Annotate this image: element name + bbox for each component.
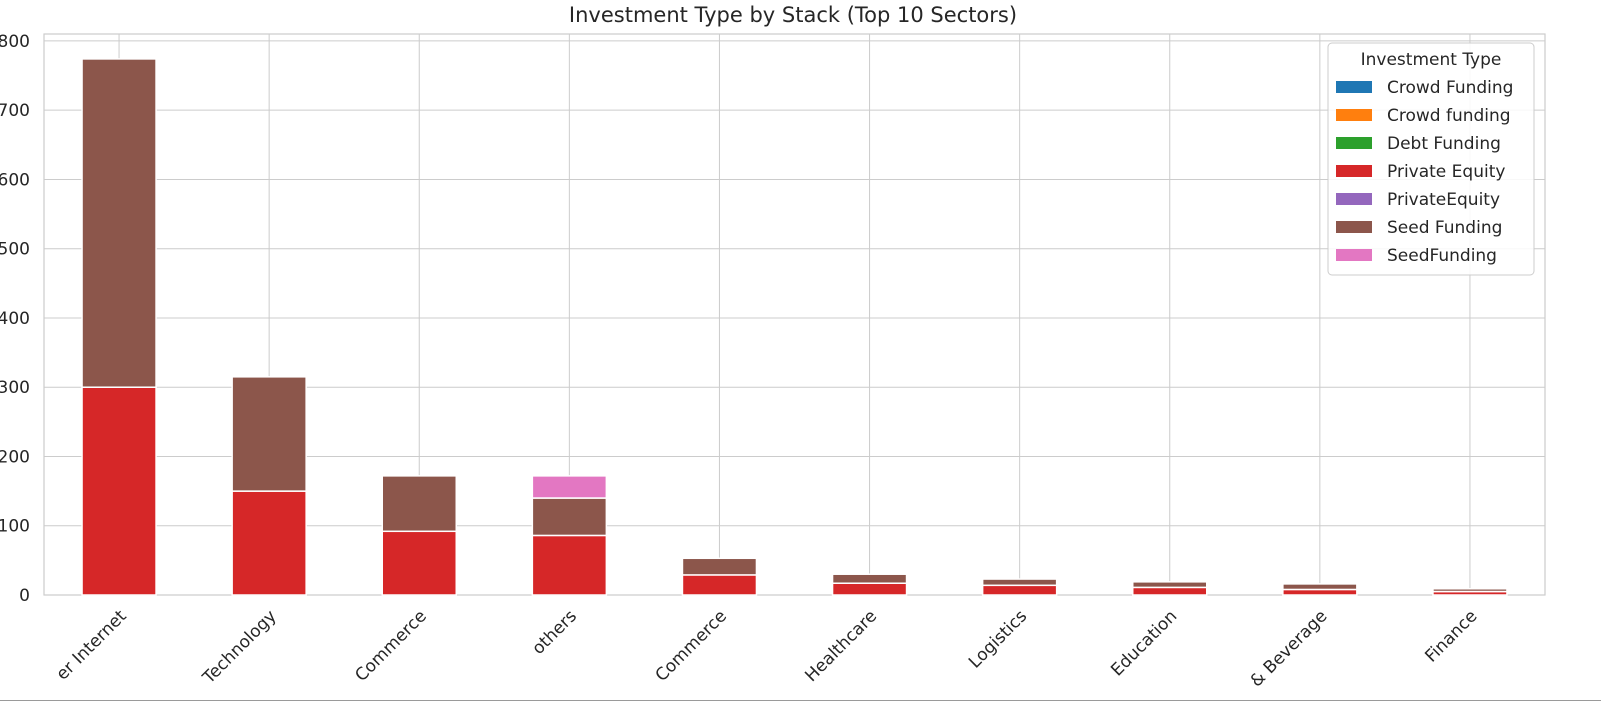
x-tick-label: & Beverage — [1247, 606, 1332, 691]
legend-swatch — [1336, 193, 1372, 205]
y-tick-label: 500 — [0, 240, 30, 260]
legend-entry-label: Crowd funding — [1387, 106, 1511, 126]
x-tick-label: others — [528, 606, 581, 659]
y-tick-label: 200 — [0, 447, 30, 467]
y-tick-label: 400 — [0, 309, 30, 329]
bar-segment — [81, 386, 157, 596]
x-tick-label: Commerce — [652, 606, 731, 685]
legend-entry-label: Crowd Funding — [1387, 78, 1513, 98]
legend-title: Investment Type — [1361, 50, 1502, 70]
x-tick-label: Finance — [1421, 606, 1481, 666]
y-tick-label: 300 — [0, 378, 30, 398]
legend-swatch — [1336, 165, 1372, 177]
y-tick-label: 0 — [19, 586, 30, 606]
y-tick-label: 100 — [0, 517, 30, 537]
bar-segment — [381, 530, 457, 596]
bar-segment — [1282, 583, 1358, 591]
bar-segment — [1432, 588, 1508, 593]
bar-segment — [981, 584, 1058, 596]
legend-swatch — [1336, 109, 1372, 121]
legend-swatch — [1336, 221, 1372, 233]
bar-segment — [681, 557, 758, 576]
bottom-divider — [0, 700, 1601, 701]
plot-area: 0 100 200 300 400 500 600 700 800 er Internet Tech… — [0, 32, 1546, 691]
x-tick-label: er Internet — [53, 606, 131, 684]
legend-entry-label: Private Equity — [1387, 162, 1505, 182]
legend-entry-label: PrivateEquity — [1387, 190, 1500, 210]
bar-segment — [1132, 581, 1208, 589]
bar-segment — [531, 497, 608, 537]
x-tick-label: Logistics — [965, 606, 1031, 672]
bar-segment — [231, 490, 307, 596]
bar-segment — [381, 475, 457, 533]
y-tick-label: 800 — [0, 32, 30, 52]
bar-segment — [981, 578, 1058, 587]
x-tick-label: Healthcare — [801, 606, 881, 686]
bar-segment — [1132, 586, 1208, 596]
legend-entry-label: Seed Funding — [1387, 218, 1502, 238]
legend-swatch — [1336, 137, 1372, 149]
bar-segment — [831, 573, 908, 584]
legend-entry-label: SeedFunding — [1387, 246, 1497, 266]
bar-segment — [531, 475, 608, 499]
legend-box — [1327, 42, 1535, 276]
x-tick-label: Education — [1107, 606, 1181, 680]
legend-swatch — [1336, 81, 1372, 93]
bar-segment — [681, 574, 758, 596]
legend-swatch — [1336, 249, 1372, 261]
plot-frame — [43, 33, 1546, 596]
y-tick-label: 700 — [0, 101, 30, 121]
chart-title: Investment Type by Stack (Top 10 Sectors… — [569, 3, 1017, 27]
bar-segment — [531, 534, 608, 596]
bar-segment — [831, 582, 908, 596]
bar-segment — [231, 376, 307, 492]
x-tick-label: Technology — [198, 606, 280, 688]
x-tick-label: Commerce — [351, 606, 430, 685]
legend-entry-label: Debt Funding — [1387, 134, 1501, 154]
y-tick-label: 600 — [0, 170, 30, 190]
bar-segment — [1282, 588, 1358, 596]
bar-segment — [81, 58, 157, 388]
